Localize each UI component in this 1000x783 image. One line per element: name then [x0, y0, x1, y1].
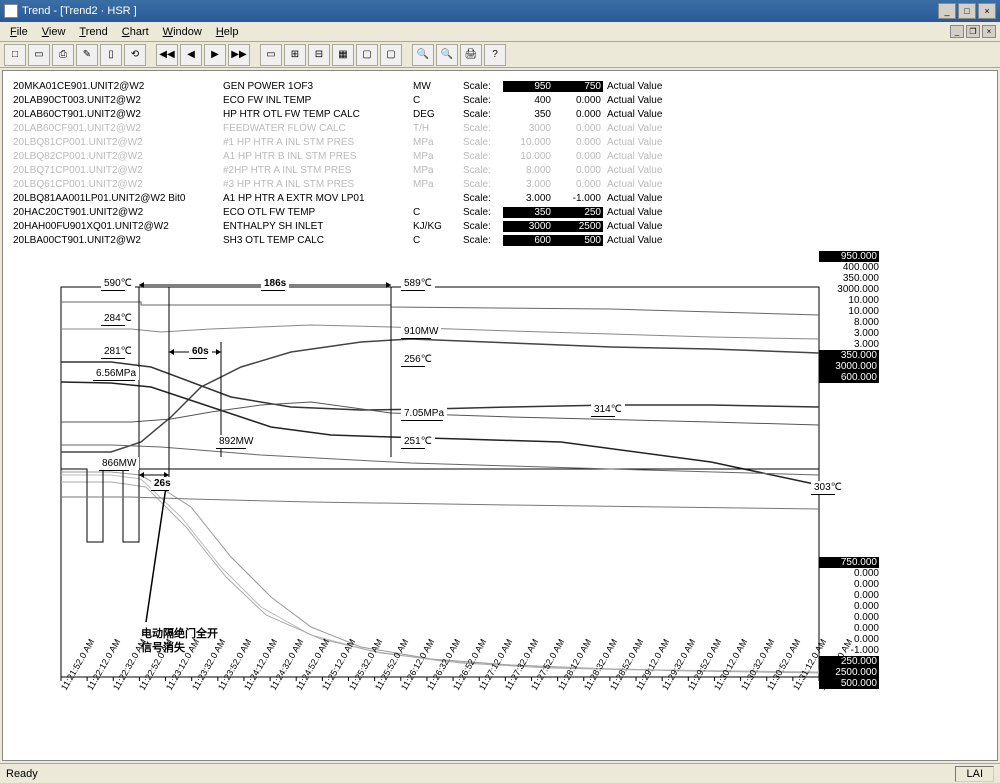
content-area: 20MKA01CE901.UNIT2@W2GEN POWER 1OF3MWSca…	[2, 70, 998, 761]
close-button[interactable]: ×	[978, 3, 996, 19]
yscale-top: 350.000	[819, 350, 879, 361]
yscale-bot: 0.000	[819, 612, 879, 623]
yscale-top: 950.000	[819, 251, 879, 262]
titlebar: Trend - [Trend2 · HSR ] _ □ ×	[0, 0, 1000, 22]
chart-annotation: 60s	[189, 345, 212, 358]
app-icon	[4, 4, 18, 18]
toolbar-btn-2[interactable]: ⎙	[52, 44, 74, 66]
chart-annotation: 251℃	[401, 435, 435, 448]
chart-annotation: 186s	[261, 277, 289, 290]
chart-annotation: 281℃	[101, 345, 135, 358]
window-title: Trend - [Trend2 · HSR ]	[22, 5, 137, 17]
chart-annotation: 6.56MPa	[93, 367, 139, 380]
toolbar-btn-17[interactable]: 🔍	[436, 44, 458, 66]
maximize-button[interactable]: □	[958, 3, 976, 19]
annotation-chinese: 电动隔绝门全开信号消失	[141, 627, 218, 655]
status-right: LAI	[955, 766, 994, 782]
tag-table: 20MKA01CE901.UNIT2@W2GEN POWER 1OF3MWSca…	[3, 71, 997, 251]
yscale-bot: 0.000	[819, 601, 879, 612]
toolbar-btn-3[interactable]: ✎	[76, 44, 98, 66]
toolbar-btn-5[interactable]: ⟲	[124, 44, 146, 66]
toolbar-btn-11[interactable]: ⊞	[284, 44, 306, 66]
toolbar-btn-19[interactable]: ?	[484, 44, 506, 66]
yscale-top: 10.000	[819, 306, 879, 317]
yscale-top: 10.000	[819, 295, 879, 306]
yscale-bot: 0.000	[819, 623, 879, 634]
chart-annotation: 910MW	[401, 325, 441, 338]
tag-row[interactable]: 20LBQ71CP001.UNIT2@W2#2HP HTR A INL STM …	[13, 163, 987, 177]
menu-help[interactable]: Help	[210, 24, 245, 40]
chart-annotation: 866MW	[99, 457, 139, 470]
toolbar-btn-14[interactable]: ▢	[356, 44, 378, 66]
statusbar: Ready LAI	[0, 763, 1000, 783]
tag-row[interactable]: 20HAC20CT901.UNIT2@W2ECO OTL FW TEMPCSca…	[13, 205, 987, 219]
status-left: Ready	[6, 768, 38, 780]
toolbar-btn-15[interactable]: ▢	[380, 44, 402, 66]
yscale-top: 350.000	[819, 273, 879, 284]
mdi-close[interactable]: ×	[982, 25, 996, 38]
menu-window[interactable]: Window	[157, 24, 208, 40]
yscale-bot: 0.000	[819, 568, 879, 579]
yscale-bot: 0.000	[819, 579, 879, 590]
chart-zone[interactable]: 950.000400.000350.0003000.00010.00010.00…	[11, 257, 881, 754]
toolbar-btn-10[interactable]: ▭	[260, 44, 282, 66]
toolbar-btn-16[interactable]: 🔍	[412, 44, 434, 66]
menubar: FileViewTrendChartWindowHelp _ ❐ ×	[0, 22, 1000, 42]
toolbar-btn-13[interactable]: ▦	[332, 44, 354, 66]
chart-annotation: 284℃	[101, 312, 135, 325]
chart-annotation: 303℃	[811, 481, 845, 494]
mdi-restore[interactable]: ❐	[966, 25, 980, 38]
yscale-top: 600.000	[819, 372, 879, 383]
tag-row[interactable]: 20LBQ82CP001.UNIT2@W2A1 HP HTR B INL STM…	[13, 149, 987, 163]
yscale-top: 3000.000	[819, 361, 879, 372]
menu-view[interactable]: View	[36, 24, 72, 40]
toolbar-btn-1[interactable]: ▭	[28, 44, 50, 66]
toolbar-btn-6[interactable]: ◀◀	[156, 44, 178, 66]
toolbar-btn-7[interactable]: ◀	[180, 44, 202, 66]
yscale-top: 3000.000	[819, 284, 879, 295]
chart-annotation: 589℃	[401, 277, 435, 290]
chart-annotation: 590℃	[101, 277, 135, 290]
toolbar: □▭⎙✎▯⟲◀◀◀▶▶▶▭⊞⊟▦▢▢🔍🔍🖨?	[0, 42, 1000, 68]
window-controls: _ □ ×	[938, 3, 996, 19]
yscale-bot: 750.000	[819, 557, 879, 568]
tag-row[interactable]: 20MKA01CE901.UNIT2@W2GEN POWER 1OF3MWSca…	[13, 79, 987, 93]
tag-row[interactable]: 20LAB60CT901.UNIT2@W2HP HTR OTL FW TEMP …	[13, 107, 987, 121]
minimize-button[interactable]: _	[938, 3, 956, 19]
mdi-controls: _ ❐ ×	[950, 25, 996, 38]
yscale-top: 3.000	[819, 339, 879, 350]
chart-annotation: 314℃	[591, 403, 625, 416]
yscale-top: 400.000	[819, 262, 879, 273]
tag-row[interactable]: 20LAB90CT003.UNIT2@W2ECO FW INL TEMPCSca…	[13, 93, 987, 107]
chart-annotation: 892MW	[216, 435, 256, 448]
yscale-top: 8.000	[819, 317, 879, 328]
toolbar-btn-0[interactable]: □	[4, 44, 26, 66]
chart-annotation: 256℃	[401, 353, 435, 366]
menu-file[interactable]: File	[4, 24, 34, 40]
tag-row[interactable]: 20HAH00FU901XQ01.UNIT2@W2ENTHALPY SH INL…	[13, 219, 987, 233]
menu-trend[interactable]: Trend	[73, 24, 113, 40]
toolbar-btn-12[interactable]: ⊟	[308, 44, 330, 66]
toolbar-btn-4[interactable]: ▯	[100, 44, 122, 66]
tag-row[interactable]: 20LBA00CT901.UNIT2@W2SH3 OTL TEMP CALCCS…	[13, 233, 987, 247]
yscale-bot: 0.000	[819, 590, 879, 601]
toolbar-btn-9[interactable]: ▶▶	[228, 44, 250, 66]
menu-chart[interactable]: Chart	[116, 24, 155, 40]
toolbar-btn-18[interactable]: 🖨	[460, 44, 482, 66]
tag-row[interactable]: 20LBQ81CP001.UNIT2@W2#1 HP HTR A INL STM…	[13, 135, 987, 149]
chart-annotation: 7.05MPa	[401, 407, 447, 420]
tag-row[interactable]: 20LAB60CF901.UNIT2@W2FEEDWATER FLOW CALC…	[13, 121, 987, 135]
tag-row[interactable]: 20LBQ81AA001LP01.UNIT2@W2 Bit0A1 HP HTR …	[13, 191, 987, 205]
chart-annotation: 26s	[151, 477, 174, 490]
tag-row[interactable]: 20LBQ61CP001.UNIT2@W2#3 HP HTR A INL STM…	[13, 177, 987, 191]
yscale-top: 3.000	[819, 328, 879, 339]
mdi-minimize[interactable]: _	[950, 25, 964, 38]
toolbar-btn-8[interactable]: ▶	[204, 44, 226, 66]
